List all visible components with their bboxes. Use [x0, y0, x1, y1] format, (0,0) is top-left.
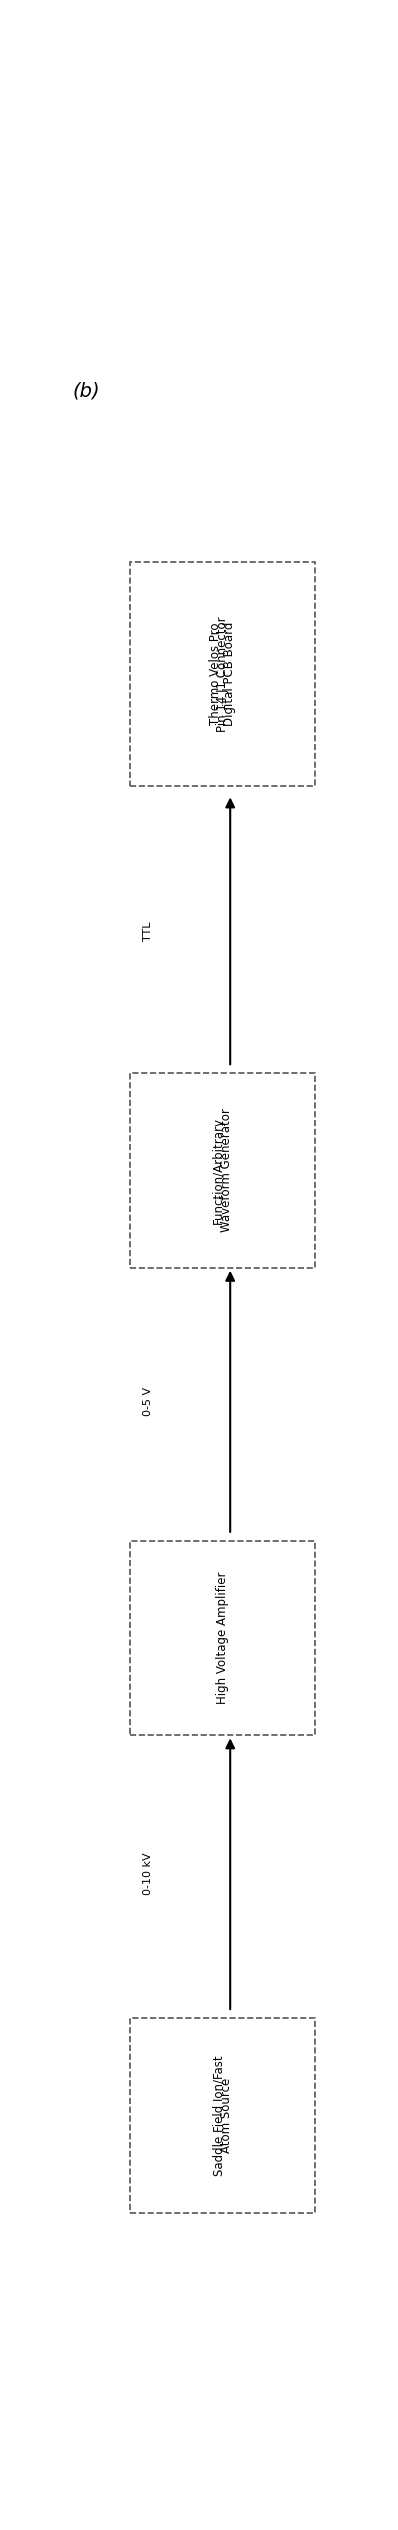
- Text: (b): (b): [73, 382, 101, 400]
- Bar: [130, 2019, 315, 2214]
- Text: Digital PCB Board: Digital PCB Board: [223, 622, 236, 726]
- Text: Atom Source: Atom Source: [220, 2077, 233, 2153]
- Bar: [130, 1073, 315, 1268]
- Bar: [130, 1541, 315, 1736]
- Text: TTL: TTL: [143, 921, 154, 941]
- Text: Pin 14 J1 Connector: Pin 14 J1 Connector: [216, 615, 229, 731]
- Text: 0-10 kV: 0-10 kV: [143, 1852, 154, 1895]
- Text: Saddle Field Ion/Fast: Saddle Field Ion/Fast: [212, 2054, 225, 2176]
- Text: Waveform Generator: Waveform Generator: [220, 1108, 233, 1232]
- Text: High Voltage Amplifier: High Voltage Amplifier: [216, 1571, 229, 1705]
- Text: 0-5 V: 0-5 V: [143, 1386, 154, 1417]
- Bar: [130, 562, 315, 787]
- Text: Function/Arbitrary: Function/Arbitrary: [212, 1118, 225, 1225]
- Text: Thermo Velos Pro: Thermo Velos Pro: [209, 622, 222, 726]
